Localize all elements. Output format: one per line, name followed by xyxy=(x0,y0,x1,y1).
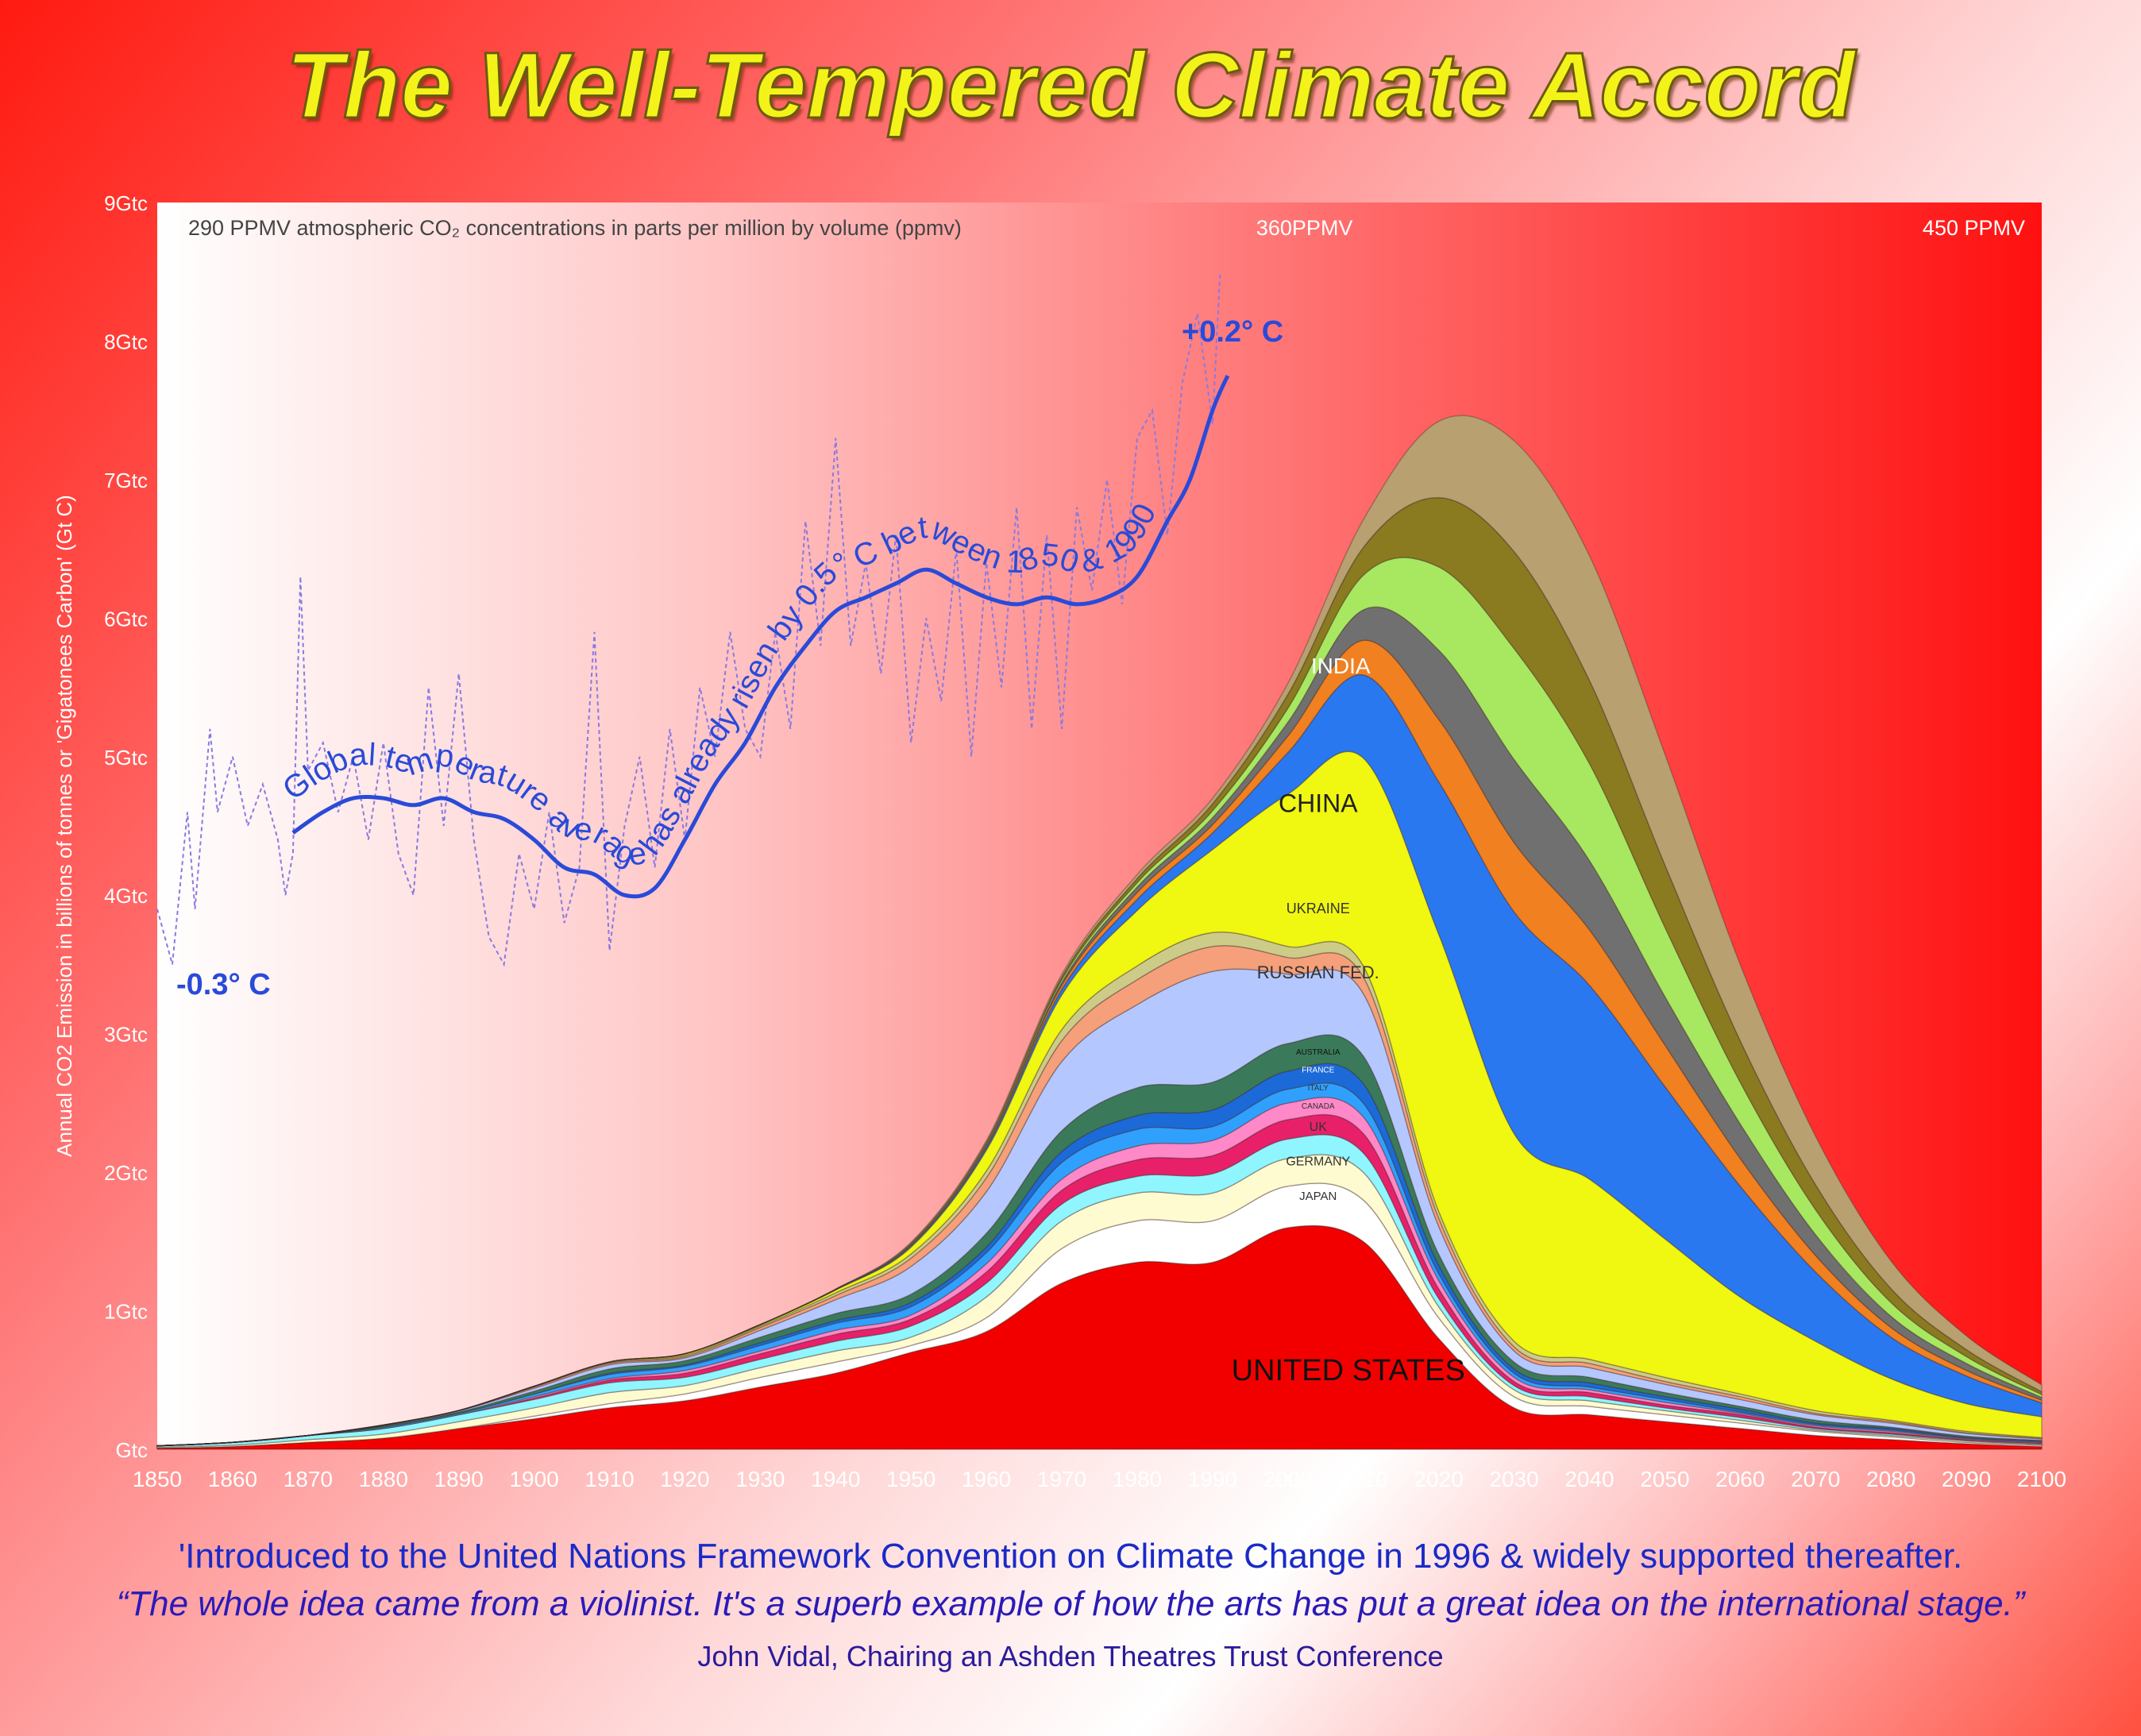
y-tick-label: Gtc xyxy=(116,1438,148,1462)
country-label-0: UNITED STATES xyxy=(1232,1354,1465,1387)
x-tick-label: 1890 xyxy=(434,1467,484,1491)
x-tick-label: 1960 xyxy=(962,1467,1011,1491)
area-series-3 xyxy=(156,1133,2043,1449)
x-tick-label: 1910 xyxy=(584,1467,634,1491)
x-tick-label: 2080 xyxy=(1866,1467,1915,1491)
area-series-8 xyxy=(156,1034,2043,1447)
area-series-2 xyxy=(156,1154,2043,1449)
y-tick-label: 5Gtc xyxy=(104,746,148,770)
country-label-3: UK xyxy=(1310,1121,1328,1134)
x-tick-label: 2070 xyxy=(1791,1467,1840,1491)
x-tick-label: 2020 xyxy=(1414,1467,1463,1491)
x-tick-label: 2100 xyxy=(2017,1467,2066,1491)
x-tick-label: 2040 xyxy=(1564,1467,1614,1491)
x-tick-label: 1940 xyxy=(811,1467,860,1491)
y-tick-label: 9Gtc xyxy=(104,191,148,215)
country-label-5: ITALY xyxy=(1308,1084,1329,1093)
x-tick-label: 1980 xyxy=(1113,1467,1162,1491)
country-label-4: CANADA xyxy=(1302,1102,1335,1111)
country-label-11: INDIA xyxy=(1311,654,1371,678)
x-tick-label: 1880 xyxy=(359,1467,408,1491)
country-label-9: UKRAINE xyxy=(1287,901,1350,916)
x-tick-label: 1950 xyxy=(886,1467,935,1491)
footer-attribution: John Vidal, Chairing an Ashden Theatres … xyxy=(697,1640,1444,1672)
temperature-start-label: -0.3° C xyxy=(176,968,271,1001)
footer-line-1: 'Introduced to the United Nations Framew… xyxy=(178,1537,1963,1576)
x-tick-label: 2060 xyxy=(1715,1467,1765,1491)
page-title: The Well-Tempered Climate Accord xyxy=(285,33,1857,140)
country-label-7: AUSTRALIA xyxy=(1296,1048,1341,1057)
x-tick-label: 2010 xyxy=(1339,1467,1388,1491)
x-tick-label: 1990 xyxy=(1188,1467,1237,1491)
x-tick-label: 1970 xyxy=(1037,1467,1086,1491)
area-series-4 xyxy=(156,1113,2043,1447)
y-axis-label: Annual CO2 Emission in billions of tonne… xyxy=(52,495,76,1157)
y-tick-label: 7Gtc xyxy=(104,469,148,492)
ppmv-label-1: 360PPMV xyxy=(1256,216,1353,240)
country-label-1: JAPAN xyxy=(1299,1190,1337,1203)
country-label-8: RUSSIAN FED. xyxy=(1257,963,1379,982)
x-tick-label: 1920 xyxy=(660,1467,709,1491)
country-label-2: GERMANY xyxy=(1286,1155,1350,1168)
y-tick-label: 1Gtc xyxy=(104,1300,148,1324)
footer-quote: “The whole idea came from a violinist. I… xyxy=(116,1584,2025,1623)
y-tick-label: 2Gtc xyxy=(104,1161,148,1185)
x-tick-label: 1930 xyxy=(735,1467,785,1491)
x-tick-label: 1900 xyxy=(509,1467,558,1491)
ppmv-label-0: 290 PPMV atmospheric CO₂ concentrations … xyxy=(188,216,962,240)
temperature-end-label: +0.2° C xyxy=(1182,315,1283,349)
y-tick-label: 8Gtc xyxy=(104,330,148,353)
x-tick-label: 1870 xyxy=(284,1467,333,1491)
x-tick-label: 1860 xyxy=(208,1467,257,1491)
y-tick-label: 6Gtc xyxy=(104,607,148,631)
x-tick-label: 2030 xyxy=(1489,1467,1538,1491)
y-tick-label: 4Gtc xyxy=(104,884,148,908)
temperature-smoothed-line xyxy=(291,375,1230,899)
country-label-6: FRANCE xyxy=(1302,1067,1334,1075)
area-series-18 xyxy=(156,415,2043,1447)
x-tick-label: 1850 xyxy=(133,1467,182,1491)
x-tick-label: 2000 xyxy=(1263,1467,1313,1491)
x-tick-label: 2050 xyxy=(1640,1467,1689,1491)
y-tick-label: 3Gtc xyxy=(104,1023,148,1047)
area-series-5 xyxy=(156,1097,2043,1447)
ppmv-label-2: 450 PPMV xyxy=(1923,216,2025,240)
temperature-raw-line xyxy=(156,272,1221,967)
country-label-10: CHINA xyxy=(1279,789,1358,818)
x-tick-label: 2090 xyxy=(1942,1467,1991,1491)
